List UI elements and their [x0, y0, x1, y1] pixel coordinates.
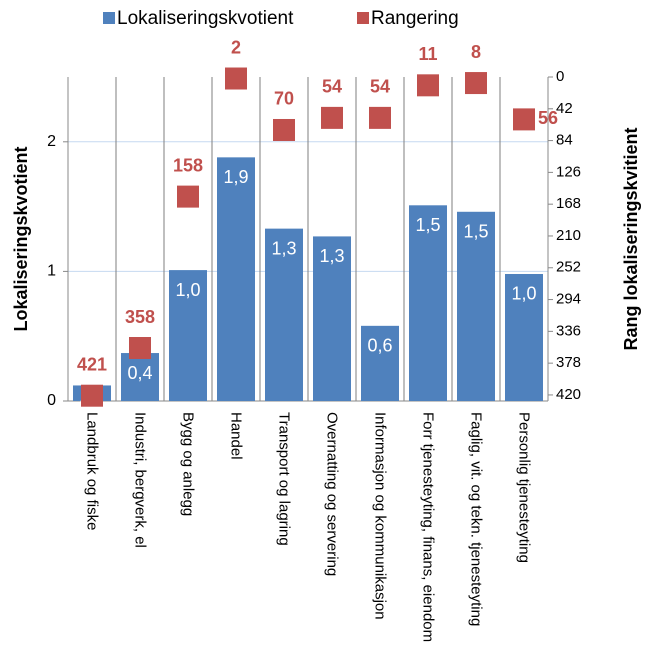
- marker-value-label: 2: [231, 37, 241, 57]
- x-tick-label: Handel: [227, 412, 245, 460]
- bar-value-label: 1,3: [319, 246, 344, 266]
- y-tick-label: 2: [47, 133, 56, 150]
- marker-value-label: 8: [471, 42, 481, 62]
- x-tick-label: Transport og lagring: [275, 412, 293, 546]
- y2-tick-label: 126: [556, 163, 581, 180]
- y2-tick-label: 252: [556, 259, 581, 276]
- y2-axis-title: Rang lokaliseringskvitient: [621, 127, 641, 350]
- marker-value-label: 54: [322, 77, 342, 97]
- legend-label: Rangering: [371, 8, 459, 29]
- y2-tick-label: 336: [556, 322, 581, 339]
- bar: [313, 236, 351, 401]
- marker: [321, 106, 343, 129]
- bar: [457, 211, 495, 401]
- legend-swatch: [357, 12, 369, 24]
- marker: [81, 384, 103, 407]
- marker-value-label: 56: [538, 108, 558, 128]
- marker: [129, 337, 151, 360]
- marker-value-label: 54: [370, 77, 390, 97]
- bar: [169, 270, 207, 401]
- y2-tick-label: 210: [556, 227, 581, 244]
- x-tick-label: Informasjon og kommunikasjon: [371, 412, 389, 620]
- bar-value-label: 1,5: [415, 215, 440, 235]
- bar: [265, 228, 303, 401]
- bar-value-label: 1,0: [175, 280, 200, 300]
- marker-value-label: 70: [274, 89, 294, 109]
- y2-tick-label: 84: [556, 132, 573, 149]
- x-tick-label: Overnatting og servering: [323, 412, 341, 577]
- bar-value-label: 0,6: [367, 336, 392, 356]
- legend-swatch: [103, 12, 115, 24]
- y-tick-label: 1: [47, 263, 56, 280]
- y2-tick-label: 294: [556, 291, 581, 308]
- x-tick-label: Industri, bergverk, el: [131, 412, 149, 548]
- marker-value-label: 158: [173, 155, 203, 175]
- marker: [273, 118, 295, 141]
- y2-tick-label: 378: [556, 354, 581, 371]
- bar: [409, 205, 447, 401]
- marker-value-label: 358: [125, 307, 155, 327]
- marker-value-label: 11: [418, 44, 437, 64]
- x-tick-label: Personlig tjenesteyting: [515, 412, 533, 563]
- bar: [121, 353, 159, 401]
- bar-value-label: 1,0: [511, 284, 536, 304]
- x-tick-label: Landbruk og fiske: [83, 412, 101, 531]
- marker: [177, 185, 199, 208]
- bar-value-label: 1,9: [223, 167, 248, 187]
- x-tick-label: Faglig, vit. og tekn. tjenesteyting: [467, 412, 485, 627]
- y-tick-label: 0: [47, 392, 56, 409]
- marker: [369, 106, 391, 129]
- marker: [513, 108, 535, 131]
- bar: [505, 273, 543, 401]
- bar-value-label: 1,3: [271, 238, 296, 258]
- legend-label: Lokaliseringskvotient: [117, 8, 294, 29]
- x-tick-label: Bygg og anlegg: [179, 412, 197, 517]
- y2-tick-label: 168: [556, 195, 581, 212]
- x-tick-label: Forr tjenesteyting, finans, eiendom: [419, 412, 437, 643]
- bar-value-label: 1,5: [463, 222, 488, 242]
- bar-value-label: 0,4: [127, 363, 152, 383]
- bar: [217, 157, 255, 401]
- marker: [465, 72, 487, 95]
- y-axis-title: Lokaliseringskvotient: [11, 146, 31, 331]
- bar: [361, 325, 399, 401]
- marker-value-label: 421: [77, 354, 107, 374]
- y2-tick-label: 420: [556, 386, 581, 403]
- marker: [417, 74, 439, 97]
- y2-tick-label: 42: [556, 100, 573, 117]
- y2-tick-label: 0: [556, 68, 564, 85]
- marker: [225, 67, 247, 90]
